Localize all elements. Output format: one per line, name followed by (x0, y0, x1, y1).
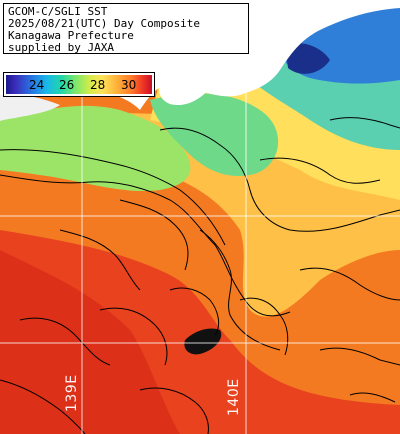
colorbar-tick-24: 24 (29, 78, 45, 92)
hottest-zone (0, 250, 180, 434)
missing-data-patch (184, 328, 222, 355)
lon-label-140e: 140E (226, 378, 242, 416)
colorbar-tick-30: 30 (121, 78, 137, 92)
colorbar-tick-28: 28 (90, 78, 106, 92)
sst-colorbar: 24 26 28 30 (3, 72, 155, 97)
data-provider: supplied by JAXA (8, 41, 114, 54)
peninsula (159, 80, 210, 106)
composite-date: 2025/08/21(UTC) Day Composite (8, 17, 201, 30)
lon-label-139e: 139E (64, 374, 80, 412)
region-name: Kanagawa Prefecture (8, 29, 134, 42)
coldest-patch (285, 43, 330, 74)
colorbar-tick-26: 26 (59, 78, 75, 92)
product-info-box: GCOM-C/SGLI SST 2025/08/21(UTC) Day Comp… (3, 3, 249, 54)
sst-contours (0, 117, 400, 434)
product-name: GCOM-C/SGLI SST (8, 5, 108, 18)
land-west (0, 94, 60, 121)
colorbar-gradient (6, 75, 152, 94)
cool-coastal-west (0, 105, 191, 192)
